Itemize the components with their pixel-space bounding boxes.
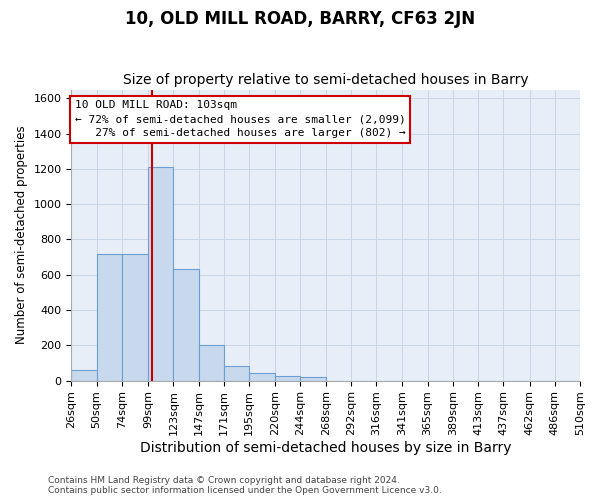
Bar bbox=[122, 254, 148, 380]
Bar bbox=[97, 254, 122, 380]
Bar bbox=[148, 167, 173, 380]
Text: Contains HM Land Registry data © Crown copyright and database right 2024.
Contai: Contains HM Land Registry data © Crown c… bbox=[48, 476, 442, 495]
Y-axis label: Number of semi-detached properties: Number of semi-detached properties bbox=[15, 126, 28, 344]
Text: 10 OLD MILL ROAD: 103sqm
← 72% of semi-detached houses are smaller (2,099)
   27: 10 OLD MILL ROAD: 103sqm ← 72% of semi-d… bbox=[74, 100, 406, 138]
Bar bbox=[275, 376, 301, 380]
Text: 10, OLD MILL ROAD, BARRY, CF63 2JN: 10, OLD MILL ROAD, BARRY, CF63 2JN bbox=[125, 10, 475, 28]
Bar bbox=[71, 370, 97, 380]
Bar bbox=[301, 377, 326, 380]
Bar bbox=[173, 270, 199, 380]
X-axis label: Distribution of semi-detached houses by size in Barry: Distribution of semi-detached houses by … bbox=[140, 441, 511, 455]
Title: Size of property relative to semi-detached houses in Barry: Size of property relative to semi-detach… bbox=[123, 73, 529, 87]
Bar bbox=[224, 366, 249, 380]
Bar bbox=[199, 346, 224, 380]
Bar bbox=[249, 372, 275, 380]
